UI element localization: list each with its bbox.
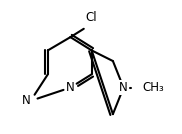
Text: N: N [66, 81, 75, 94]
Text: Cl: Cl [86, 11, 98, 24]
Text: N: N [119, 81, 128, 94]
Text: CH₃: CH₃ [142, 81, 164, 94]
Text: N: N [22, 94, 31, 107]
